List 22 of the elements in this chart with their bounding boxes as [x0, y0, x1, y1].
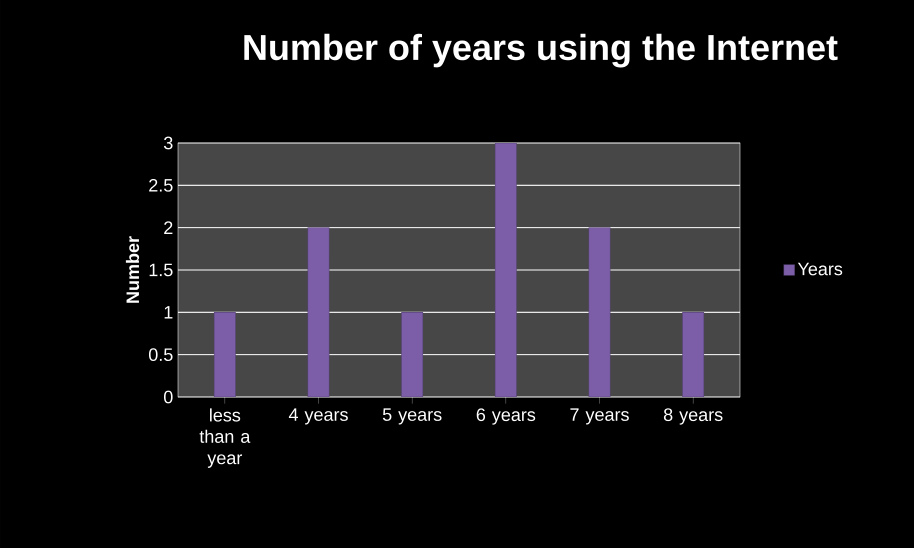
- bar: [682, 312, 704, 397]
- y-tick-label: 2: [164, 221, 172, 234]
- bar: [494, 142, 517, 397]
- chart-title: Number of years using the Internet: [244, 34, 838, 68]
- y-axis-title: Number: [126, 236, 140, 303]
- bar: [401, 312, 424, 397]
- x-tick-label: less than a year: [200, 408, 250, 468]
- bar: [308, 227, 330, 397]
- y-tick-label: 0: [164, 390, 173, 404]
- y-tick-label: 1.5: [150, 264, 173, 276]
- x-tick-label: 8 years: [664, 408, 723, 425]
- y-tick-label: 2.5: [149, 178, 173, 192]
- y-tick-label: 3: [164, 136, 173, 150]
- bar: [214, 312, 236, 397]
- x-tick-label: 4 years: [288, 408, 348, 424]
- x-tick-label: 7 years: [570, 408, 629, 424]
- legend-label: Years: [798, 262, 842, 276]
- x-tick-label: 6 years: [476, 408, 536, 425]
- y-tick-label: 1: [164, 306, 172, 319]
- x-tick-label: 5 years: [382, 408, 442, 424]
- y-tick-label: 0.5: [148, 348, 173, 362]
- bar: [588, 227, 610, 397]
